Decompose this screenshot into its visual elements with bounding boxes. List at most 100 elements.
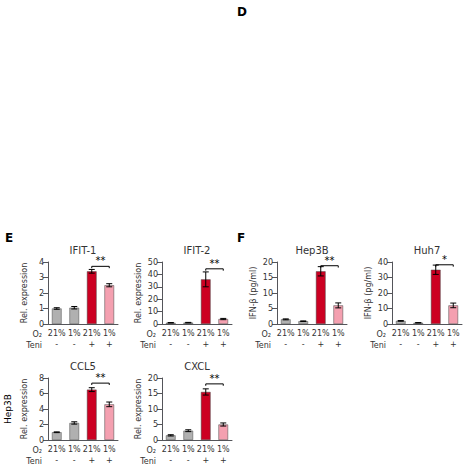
svg-text:1: 1	[39, 304, 44, 313]
svg-text:Huh7: Huh7	[414, 245, 441, 256]
svg-text:+: +	[432, 340, 439, 349]
svg-text:21%: 21%	[197, 445, 215, 454]
svg-text:20: 20	[148, 374, 158, 383]
svg-text:Rel. expression: Rel. expression	[134, 263, 143, 324]
svg-text:Teni: Teni	[369, 341, 386, 350]
svg-text:0: 0	[153, 436, 158, 445]
svg-text:Hep3B: Hep3B	[3, 394, 13, 424]
svg-text:O₂: O₂	[146, 330, 156, 339]
svg-text:IFN-β (pg/ml): IFN-β (pg/ml)	[364, 267, 373, 320]
svg-text:21%: 21%	[48, 329, 66, 338]
svg-text:-: -	[169, 456, 172, 465]
svg-text:IFIT-1: IFIT-1	[70, 245, 97, 256]
svg-text:2: 2	[39, 289, 44, 298]
svg-text:*: *	[442, 254, 447, 265]
svg-text:Teni: Teni	[139, 457, 156, 466]
svg-text:+: +	[335, 340, 342, 349]
svg-text:15: 15	[148, 389, 158, 398]
svg-text:21%: 21%	[83, 445, 101, 454]
svg-text:1%: 1%	[447, 329, 460, 338]
svg-text:**: **	[210, 258, 220, 269]
svg-text:-: -	[417, 340, 420, 349]
svg-text:10: 10	[263, 289, 273, 298]
svg-text:6: 6	[39, 389, 44, 398]
svg-text:50: 50	[148, 258, 158, 267]
svg-text:+: +	[450, 340, 457, 349]
svg-text:10: 10	[148, 405, 158, 414]
svg-text:10: 10	[378, 304, 388, 313]
svg-text:Rel. expression: Rel. expression	[20, 263, 29, 324]
svg-text:O₂: O₂	[32, 330, 42, 339]
svg-text:15: 15	[263, 273, 273, 282]
svg-text:21%: 21%	[83, 329, 101, 338]
svg-text:21%: 21%	[162, 329, 180, 338]
svg-text:+: +	[220, 456, 227, 465]
svg-text:+: +	[106, 456, 113, 465]
svg-text:+: +	[202, 456, 209, 465]
svg-text:-: -	[55, 456, 58, 465]
svg-text:40: 40	[148, 270, 158, 279]
svg-text:Teni: Teni	[254, 341, 271, 350]
svg-text:5: 5	[268, 304, 273, 313]
svg-text:F: F	[237, 231, 245, 245]
svg-text:-: -	[55, 340, 58, 349]
svg-text:-: -	[73, 340, 76, 349]
svg-text:1%: 1%	[297, 329, 310, 338]
svg-text:1%: 1%	[68, 445, 81, 454]
svg-text:10: 10	[148, 307, 158, 316]
svg-text:-: -	[302, 340, 305, 349]
svg-text:20: 20	[378, 289, 388, 298]
svg-text:1%: 1%	[68, 329, 81, 338]
svg-text:1%: 1%	[103, 329, 116, 338]
svg-text:-: -	[187, 340, 190, 349]
svg-text:+: +	[202, 340, 209, 349]
svg-text:1%: 1%	[217, 445, 230, 454]
svg-text:Hep3B: Hep3B	[295, 245, 328, 256]
svg-text:0: 0	[153, 320, 158, 329]
svg-text:40: 40	[378, 258, 388, 267]
svg-text:+: +	[88, 456, 95, 465]
svg-text:21%: 21%	[162, 445, 180, 454]
svg-text:20: 20	[148, 295, 158, 304]
svg-text:1%: 1%	[103, 445, 116, 454]
svg-text:**: **	[96, 255, 106, 266]
svg-text:1%: 1%	[182, 329, 195, 338]
svg-text:21%: 21%	[48, 445, 66, 454]
svg-text:3: 3	[39, 273, 44, 282]
svg-text:Rel. expression: Rel. expression	[20, 379, 29, 440]
svg-text:O₂: O₂	[376, 330, 386, 339]
svg-text:0: 0	[39, 320, 44, 329]
svg-text:-: -	[399, 340, 402, 349]
svg-text:Teni: Teni	[25, 341, 42, 350]
svg-text:20: 20	[263, 258, 273, 267]
svg-text:21%: 21%	[427, 329, 445, 338]
svg-text:**: **	[210, 373, 220, 384]
svg-text:21%: 21%	[197, 329, 215, 338]
svg-text:0: 0	[383, 320, 388, 329]
svg-text:21%: 21%	[312, 329, 330, 338]
svg-text:Teni: Teni	[139, 341, 156, 350]
svg-text:1%: 1%	[332, 329, 345, 338]
svg-text:21%: 21%	[392, 329, 410, 338]
svg-text:-: -	[187, 456, 190, 465]
svg-text:CCL5: CCL5	[70, 361, 96, 372]
svg-text:O₂: O₂	[32, 446, 42, 455]
svg-text:CXCL: CXCL	[184, 361, 210, 372]
svg-text:O₂: O₂	[146, 446, 156, 455]
svg-text:O₂: O₂	[261, 330, 271, 339]
svg-text:+: +	[106, 340, 113, 349]
svg-text:2: 2	[39, 420, 44, 429]
svg-text:4: 4	[39, 405, 44, 414]
svg-text:1%: 1%	[412, 329, 425, 338]
svg-text:IFIT-2: IFIT-2	[184, 245, 211, 256]
svg-text:4: 4	[39, 258, 44, 267]
svg-text:-: -	[169, 340, 172, 349]
svg-text:IFN-β (pg/ml): IFN-β (pg/ml)	[249, 267, 258, 320]
svg-text:1%: 1%	[217, 329, 230, 338]
svg-text:+: +	[220, 340, 227, 349]
svg-text:Rel. expression: Rel. expression	[134, 379, 143, 440]
svg-text:**: **	[96, 372, 106, 383]
svg-text:Teni: Teni	[25, 457, 42, 466]
svg-text:**: **	[325, 255, 335, 266]
svg-text:-: -	[73, 456, 76, 465]
